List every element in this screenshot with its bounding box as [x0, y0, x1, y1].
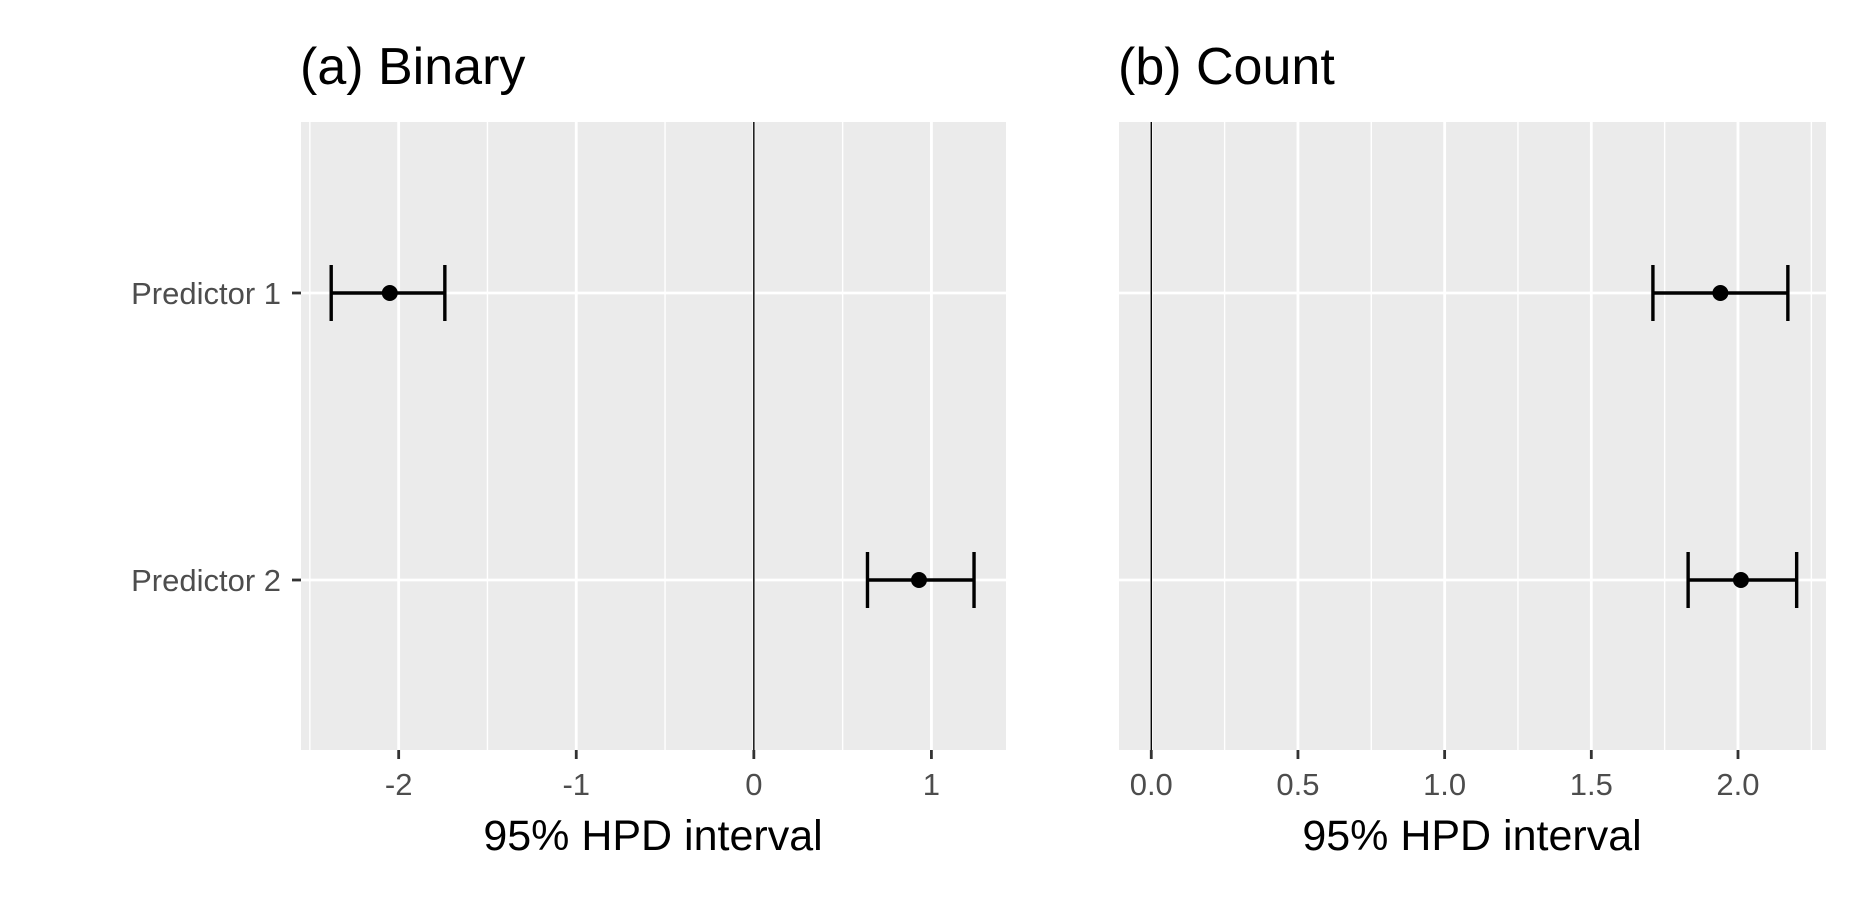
panel-title: (b) Count [1118, 38, 1335, 96]
x-tick-label: -2 [385, 767, 413, 802]
y-tick-label: Predictor 2 [131, 563, 281, 598]
x-tick-label: 2.0 [1716, 767, 1759, 802]
estimate-point [910, 572, 927, 588]
panel-title: (a) Binary [300, 38, 525, 96]
errorbar-2 [1686, 552, 1799, 608]
errorbar-1 [329, 265, 447, 321]
estimate-point [381, 285, 398, 301]
errorbar-1 [1651, 265, 1790, 321]
x-tick-label: 1 [923, 767, 940, 802]
estimate-point [1732, 572, 1749, 588]
x-tick-label: 1.0 [1423, 767, 1466, 802]
x-axis-label: 95% HPD interval [1302, 812, 1641, 860]
x-axis-label: 95% HPD interval [483, 812, 822, 860]
y-tick-label: Predictor 1 [131, 276, 281, 311]
x-tick-label: 0.0 [1130, 767, 1173, 802]
x-tick-label: -1 [562, 767, 590, 802]
panel-background [301, 122, 1006, 750]
x-tick-label: 1.5 [1570, 767, 1613, 802]
errorbar-2 [865, 552, 976, 608]
x-tick-label: 0.5 [1276, 767, 1319, 802]
panel-background [1119, 122, 1826, 750]
x-tick-label: 0 [745, 767, 762, 802]
panel-1: Predictor 1 Predictor 2 -2 -1 0 1 (a) Binary 95… [131, 38, 1006, 860]
panel-2: 0.0 0.5 1.0 1.5 2.0 (b) Count 95% HPD interval [1118, 38, 1826, 860]
estimate-point [1712, 285, 1729, 301]
